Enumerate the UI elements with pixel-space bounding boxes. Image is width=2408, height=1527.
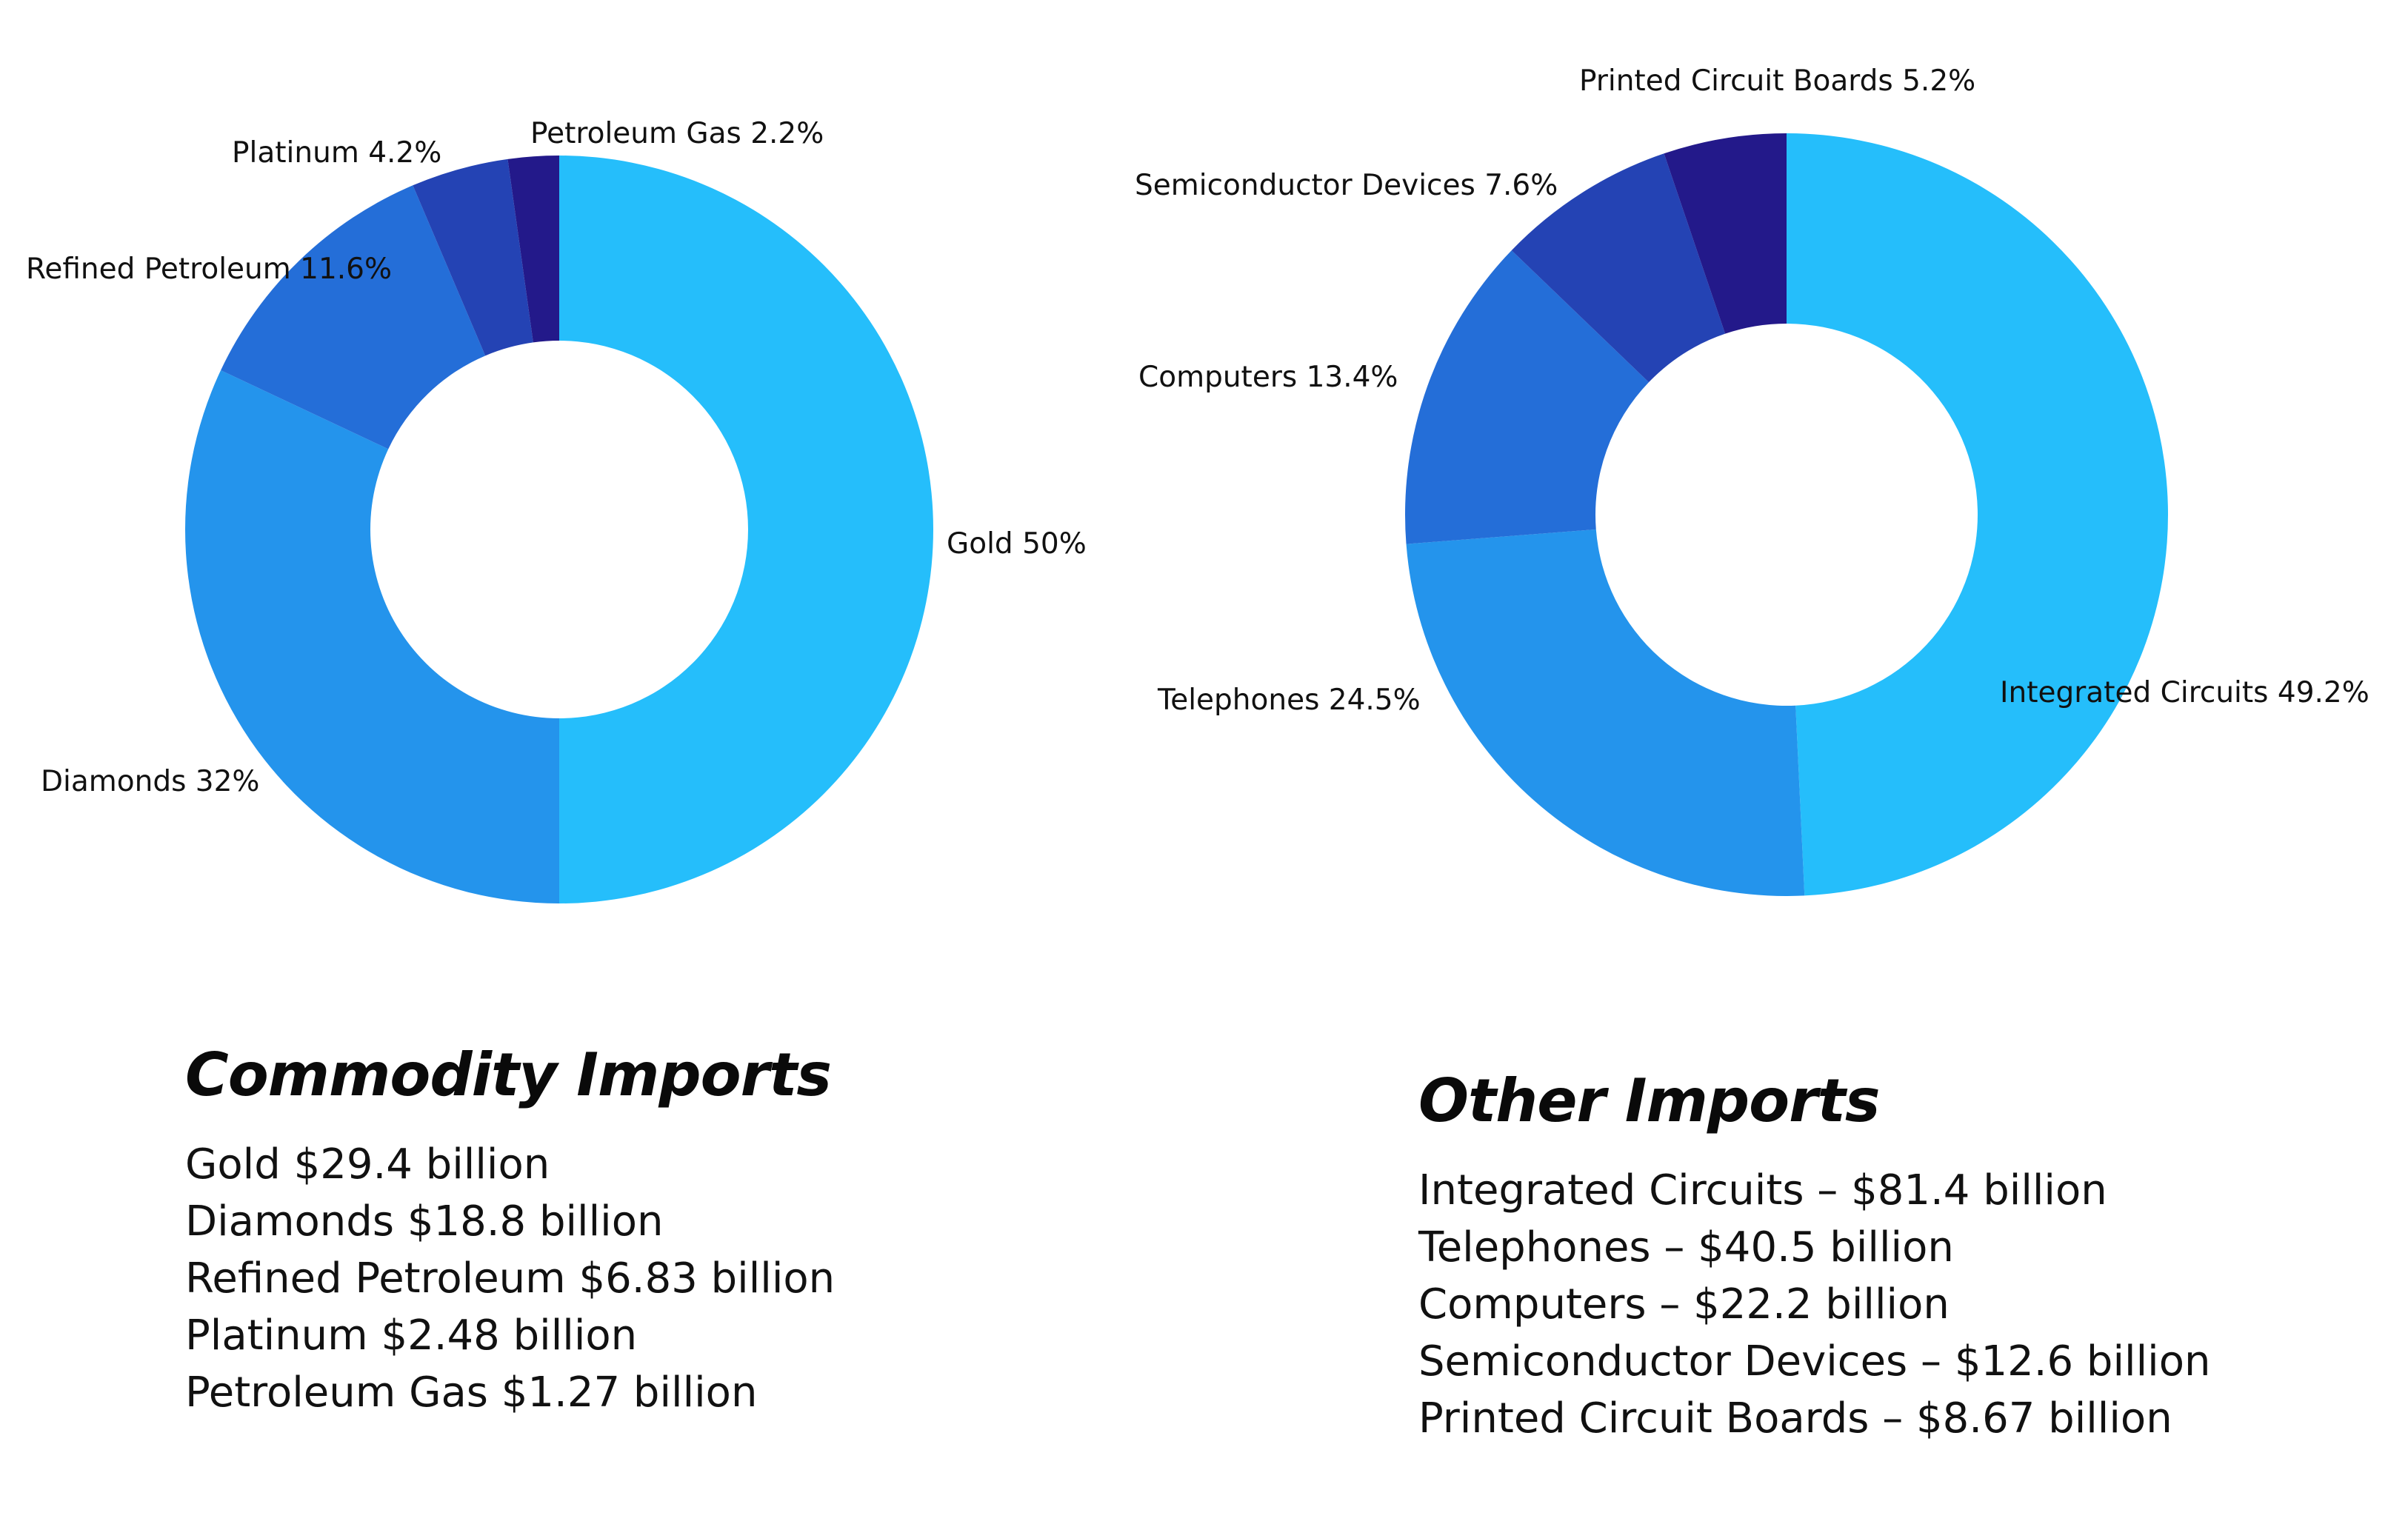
commodity-imports-summary: Commodity Imports Gold $29.4 billion Dia…	[185, 1040, 835, 1421]
summary-item-computers: Computers – $22.2 billion	[1418, 1280, 1950, 1329]
slice-label-refined-petroleum: Refined Petroleum 11.6%	[26, 253, 392, 286]
slice-diamonds	[184, 370, 559, 903]
summary-item-diamonds: Diamonds $18.8 billion	[185, 1197, 664, 1246]
slice-label-computers: Computers 13.4%	[1138, 361, 1398, 394]
slice-label-platinum: Platinum 4.2%	[232, 136, 441, 170]
slice-gold	[559, 156, 933, 903]
slice-semiconductor-devices	[1511, 153, 1726, 383]
slice-telephones	[1406, 529, 1805, 896]
slice-printed-circuit-boards	[1664, 133, 1787, 334]
slice-label-semiconductor-devices: Semiconductor Devices 7.6%	[1135, 169, 1558, 202]
summary-item-petroleum-gas: Petroleum Gas $1.27 billion	[185, 1369, 758, 1417]
summary-item-refined-petroleum: Refined Petroleum $6.83 billion	[185, 1254, 836, 1303]
slice-computers	[1405, 250, 1650, 544]
slice-label-telephones: Telephones 24.5%	[1157, 684, 1421, 717]
slice-label-gold: Gold 50%	[947, 527, 1087, 561]
slice-label-printed-circuit-boards: Printed Circuit Boards 5.2%	[1579, 64, 1975, 98]
slice-label-diamonds: Diamonds 32%	[41, 765, 260, 798]
summary-item-printed-circuit-boards: Printed Circuit Boards – $8.67 billion	[1418, 1394, 2172, 1443]
slice-integrated-circuits	[1787, 133, 2169, 896]
other-imports-donut: Integrated Circuits 49.2% Telephones 24.5…	[1135, 64, 2369, 896]
slice-refined-petroleum	[221, 185, 486, 450]
other-imports-title: Other Imports	[1418, 1066, 1880, 1135]
commodity-imports-title: Commodity Imports	[185, 1040, 832, 1109]
slice-label-petroleum-gas: Petroleum Gas 2.2%	[530, 117, 824, 150]
summary-item-telephones: Telephones – $40.5 billion	[1418, 1223, 1954, 1272]
slice-petroleum-gas	[507, 156, 559, 343]
summary-item-semiconductor-devices: Semiconductor Devices – $12.6 billion	[1418, 1337, 2211, 1386]
commodity-imports-donut: Gold 50% Diamonds 32% Refined Petroleum 11…	[26, 117, 1087, 903]
other-imports-summary: Other Imports Integrated Circuits – $81.…	[1418, 1066, 2210, 1447]
summary-item-integrated-circuits: Integrated Circuits – $81.4 billion	[1418, 1166, 2107, 1214]
slice-platinum	[413, 158, 533, 356]
slice-label-integrated-circuits: Integrated Circuits 49.2%	[2000, 676, 2369, 709]
summary-item-gold: Gold $29.4 billion	[185, 1140, 550, 1189]
summary-item-platinum: Platinum $2.48 billion	[185, 1312, 638, 1360]
